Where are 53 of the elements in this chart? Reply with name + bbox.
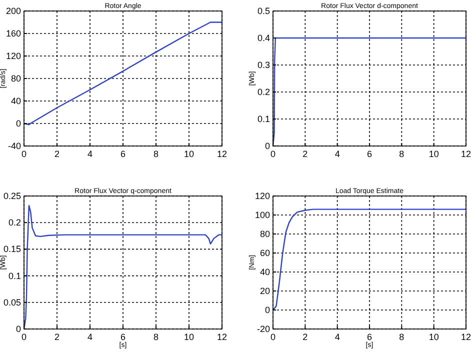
- y-tick-label: 60: [260, 248, 270, 258]
- x-tick-label: 2: [54, 149, 60, 159]
- x-tick-label: 10: [184, 332, 194, 342]
- y-tick-label: 0: [16, 324, 21, 334]
- y-tick-label: 40: [10, 96, 21, 106]
- x-tick-label: 8: [399, 332, 404, 342]
- y-tick-label: 0.2: [257, 87, 270, 97]
- y-tick-label: 0.1: [8, 270, 21, 281]
- y-tick-label: 0: [264, 141, 270, 151]
- y-tick-label: 0.1: [257, 114, 270, 124]
- y-tick-label: 160: [6, 28, 21, 38]
- x-tick-label: 8: [153, 149, 159, 159]
- y-tick-label: -40: [8, 141, 21, 151]
- x-tick-label: 6: [366, 332, 372, 342]
- y-tick-label: 40: [260, 267, 270, 277]
- x-tick-label: 2: [302, 149, 308, 159]
- x-tick-label: 12: [216, 332, 228, 342]
- line-series: [23, 22, 223, 126]
- y-tick-label: 80: [10, 74, 21, 84]
- y-tick-label: 0.3: [257, 60, 270, 70]
- y-tick-label: 80: [260, 229, 270, 239]
- y-tick-label: 0: [264, 305, 270, 315]
- y-tick-label: 100: [254, 210, 270, 220]
- y-tick-label: 0.25: [3, 191, 21, 201]
- y-tick-label: 120: [254, 191, 270, 201]
- x-tick-label: 12: [460, 149, 472, 159]
- y-tick-label: 120: [6, 51, 21, 61]
- x-tick-label: 4: [87, 332, 93, 342]
- y-tick-label: 200: [6, 6, 21, 16]
- x-tick-label: 10: [428, 149, 439, 159]
- y-tick-label: 0.15: [3, 244, 21, 254]
- x-tick-label: 4: [87, 149, 93, 159]
- y-tick-label: -20: [256, 324, 270, 334]
- x-tick-label: 4: [334, 149, 340, 159]
- x-tick-label: 12: [460, 332, 472, 342]
- x-tick-label: 6: [120, 332, 126, 342]
- x-tick-label: 10: [428, 332, 439, 342]
- x-tick-label: 4: [334, 332, 340, 342]
- x-tick-label: 8: [399, 149, 404, 159]
- x-tick-label: 12: [216, 149, 228, 159]
- y-tick-label: 0.4: [257, 33, 270, 43]
- y-tick-label: 20: [260, 286, 270, 296]
- y-tick-label: 0.2: [8, 218, 21, 228]
- x-tick-label: 2: [54, 332, 60, 342]
- x-tick-label: 2: [302, 332, 308, 342]
- y-tick-label: 0.5: [257, 6, 270, 16]
- y-tick-label: 0: [16, 118, 21, 128]
- x-tick-label: 6: [120, 149, 126, 159]
- x-tick-label: 10: [184, 149, 194, 159]
- x-tick-label: 6: [366, 149, 372, 159]
- x-tick-label: 8: [153, 332, 159, 342]
- line-series: [272, 208, 467, 311]
- y-tick-label: 0.05: [3, 297, 21, 308]
